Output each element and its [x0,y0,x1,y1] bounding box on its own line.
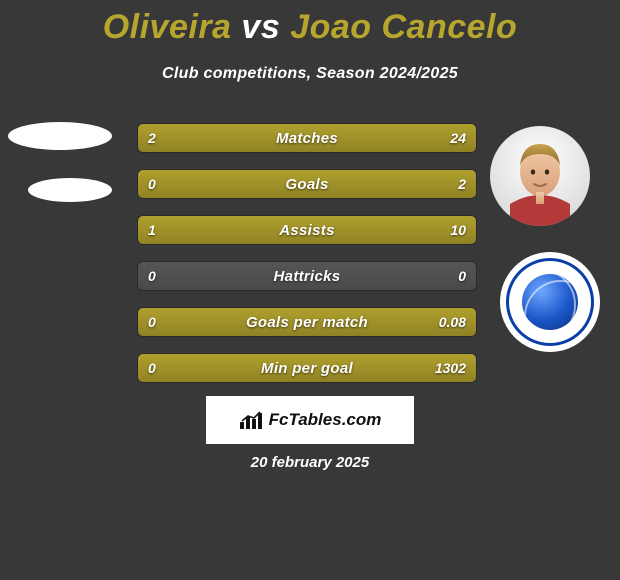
stat-label: Goals [138,170,476,198]
date-label: 20 february 2025 [0,454,620,471]
subtitle: Club competitions, Season 2024/2025 [0,65,620,83]
club-badge-ball [522,274,578,330]
stat-row: 01302Min per goal [137,353,477,383]
stat-label: Hattricks [138,262,476,290]
comparison-card: Oliveira vs Joao Cancelo Club competitio… [0,0,620,580]
page-title: Oliveira vs Joao Cancelo [0,0,620,47]
title-right-name: Joao Cancelo [290,8,517,46]
right-player-avatar [490,126,590,226]
title-vs: vs [241,8,280,46]
stat-row: 00Hattricks [137,261,477,291]
brand-text: FcTables.com [269,410,382,430]
player-photo-illustration [490,126,590,226]
stat-row: 02Goals [137,169,477,199]
stat-label: Assists [138,216,476,244]
stat-row: 00.08Goals per match [137,307,477,337]
stat-label: Min per goal [138,354,476,382]
right-club-badge [500,252,600,352]
comparison-rows: 224Matches 02Goals 110Assists 00Hattricks 00… [137,123,477,399]
club-badge-ring [506,258,594,346]
title-left-name: Oliveira [103,8,232,46]
stat-label: Goals per match [138,308,476,336]
stat-row: 110Assists [137,215,477,245]
left-player-avatar [8,122,112,150]
brand-badge[interactable]: FcTables.com [206,396,414,444]
left-club-badge [28,178,112,202]
stat-row: 224Matches [137,123,477,153]
brand-bars-icon [239,410,265,430]
stat-label: Matches [138,124,476,152]
